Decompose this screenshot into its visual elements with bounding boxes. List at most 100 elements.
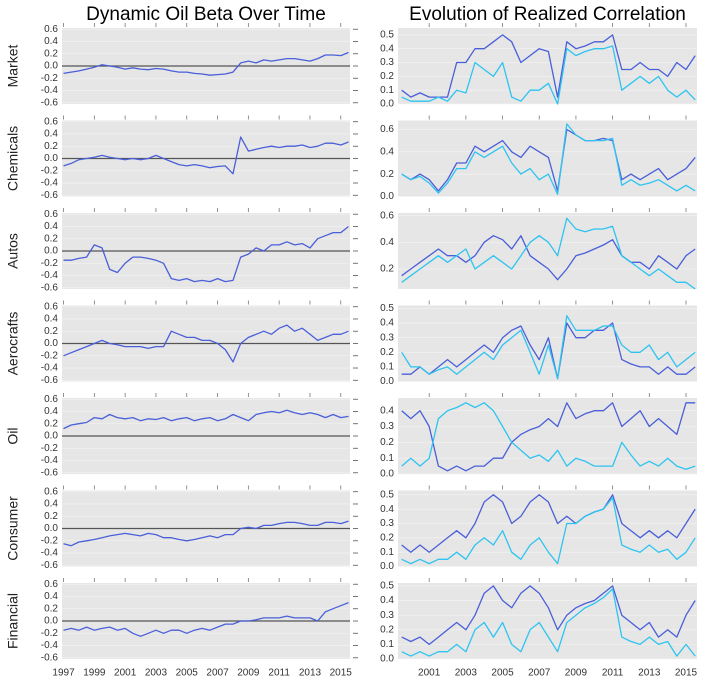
y-tick-label: 0.6 xyxy=(44,579,58,590)
y-tick-label: -0.4 xyxy=(41,178,59,189)
data-line xyxy=(63,520,349,547)
y-tick-label: 0.4 xyxy=(380,504,394,515)
y-tick-label: -0.2 xyxy=(41,350,59,361)
y-tick-label: 0.4 xyxy=(380,237,394,248)
y-tick-label: -0.6 xyxy=(41,375,59,386)
x-tick-label: 2005 xyxy=(491,668,514,679)
x-tick-label: 2003 xyxy=(145,668,168,679)
data-line xyxy=(63,136,349,175)
y-tick-label: 0.3 xyxy=(380,610,394,621)
y-tick-label: 0.0 xyxy=(380,561,394,572)
y-tick-label: 0.4 xyxy=(380,405,394,416)
x-tick-label: 2013 xyxy=(299,668,322,679)
y-tick-label: 0.6 xyxy=(44,301,58,312)
data-line xyxy=(401,128,696,192)
y-tick-label: 0.2 xyxy=(44,511,58,522)
row-label: Autos xyxy=(5,233,21,269)
x-tick-label: 1999 xyxy=(83,668,106,679)
y-tick-label: 0.4 xyxy=(44,36,58,47)
panel-title: Dynamic Oil Beta Over Time xyxy=(86,4,326,25)
row-label: Financial xyxy=(5,593,21,649)
y-tick-label: 0.1 xyxy=(380,453,394,464)
y-tick-label: -0.2 xyxy=(41,258,59,269)
data-line xyxy=(401,322,696,380)
y-tick-label: 0.1 xyxy=(380,362,394,373)
y-tick-label: 0.3 xyxy=(380,518,394,529)
y-tick-label: -0.4 xyxy=(41,548,59,559)
x-tick-label: 2007 xyxy=(528,668,551,679)
plot-background xyxy=(398,305,697,382)
y-tick-label: -0.6 xyxy=(41,467,59,478)
y-tick-label: -0.6 xyxy=(41,97,59,108)
y-tick-label: 0.3 xyxy=(380,332,394,343)
data-line xyxy=(401,497,696,565)
y-tick-label: 0.4 xyxy=(44,499,58,510)
x-tick-label: 2015 xyxy=(675,668,698,679)
x-tick-label: 2001 xyxy=(114,668,137,679)
y-tick-label: 0.2 xyxy=(380,437,394,448)
y-tick-label: 0.2 xyxy=(44,48,58,59)
y-tick-label: 0.5 xyxy=(380,581,394,592)
y-tick-label: 0.2 xyxy=(44,141,58,152)
y-tick-label: 0.0 xyxy=(44,523,58,534)
y-tick-label: 0.4 xyxy=(380,43,394,54)
data-line xyxy=(63,324,349,363)
x-tick-label: 2011 xyxy=(602,668,624,679)
plot-background xyxy=(398,490,697,567)
y-tick-label: 0.2 xyxy=(44,326,58,337)
y-tick-label: 0.6 xyxy=(44,24,58,35)
y-tick-label: -0.2 xyxy=(41,628,59,639)
y-tick-label: -0.4 xyxy=(41,640,59,651)
y-tick-label: 0.0 xyxy=(44,246,58,257)
y-tick-label: -0.2 xyxy=(41,165,59,176)
x-tick-label: 2003 xyxy=(455,668,478,679)
y-tick-label: -0.6 xyxy=(41,190,59,201)
x-tick-label: 2015 xyxy=(330,668,353,679)
y-tick-label: -0.4 xyxy=(41,455,59,466)
y-tick-label: 0.6 xyxy=(44,394,58,405)
x-tick-label: 2007 xyxy=(206,668,229,679)
data-line xyxy=(63,601,349,637)
y-tick-label: 0.6 xyxy=(380,124,394,135)
data-line xyxy=(401,588,696,657)
y-tick-label: 0.0 xyxy=(44,61,58,72)
row-label: Aerocrafts xyxy=(5,312,21,376)
y-tick-label: 0.4 xyxy=(380,146,394,157)
y-tick-label: 0.4 xyxy=(44,314,58,325)
y-tick-label: 0.6 xyxy=(44,116,58,127)
y-tick-label: -0.6 xyxy=(41,282,59,293)
y-tick-label: 0.0 xyxy=(380,191,394,202)
y-tick-label: 0.4 xyxy=(44,591,58,602)
data-line xyxy=(401,45,696,105)
data-line xyxy=(63,225,349,283)
y-tick-label: 0.0 xyxy=(44,338,58,349)
y-tick-label: 0.0 xyxy=(44,616,58,627)
row-label: Chemicals xyxy=(5,126,21,191)
x-tick-label: 2001 xyxy=(418,668,441,679)
y-tick-label: 0.4 xyxy=(44,129,58,140)
y-tick-label: 0.1 xyxy=(380,639,394,650)
data-line xyxy=(401,494,696,553)
y-tick-label: 0.6 xyxy=(44,209,58,220)
y-tick-label: 0.0 xyxy=(380,654,394,665)
x-tick-label: 2005 xyxy=(176,668,199,679)
row-label: Market xyxy=(5,45,21,88)
data-line xyxy=(401,402,696,472)
x-tick-label: 1997 xyxy=(52,668,75,679)
y-tick-label: -0.2 xyxy=(41,443,59,454)
y-tick-label: 0.6 xyxy=(44,486,58,497)
data-line xyxy=(401,585,696,646)
y-tick-label: 0.2 xyxy=(380,532,394,543)
x-tick-label: 2013 xyxy=(638,668,661,679)
y-tick-label: 0.0 xyxy=(44,431,58,442)
plot-background xyxy=(398,28,697,104)
data-line xyxy=(401,217,696,290)
y-tick-label: 0.1 xyxy=(380,547,394,558)
x-tick-label: 2009 xyxy=(565,668,588,679)
data-line xyxy=(401,123,696,195)
y-tick-label: 0.3 xyxy=(380,57,394,68)
data-line xyxy=(401,315,696,380)
y-tick-label: 0.5 xyxy=(380,303,394,314)
row-label: Oil xyxy=(5,427,21,444)
